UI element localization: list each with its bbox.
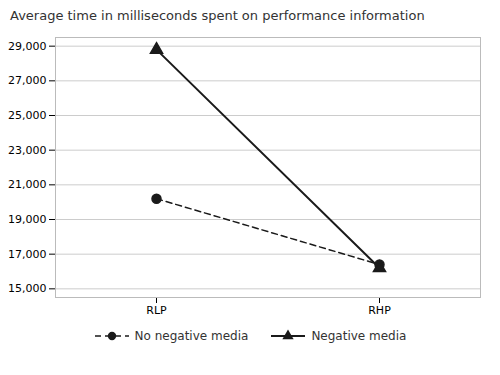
svg-text:RHP: RHP: [368, 304, 391, 317]
svg-text:21,000: 21,000: [8, 178, 47, 191]
html-text:No negative media: No negative media: [134, 329, 249, 343]
svg-text:17,000: 17,000: [8, 248, 47, 261]
svg-text:27,000: 27,000: [8, 74, 47, 87]
svg-text:23,000: 23,000: [8, 144, 47, 157]
svg-text:25,000: 25,000: [8, 109, 47, 122]
html-text:Negative media: Negative media: [311, 329, 407, 343]
html-text:Average time in milliseconds s: Average time in milliseconds spent on pe…: [10, 8, 425, 23]
svg-text:15,000: 15,000: [8, 282, 47, 295]
svg-text:RLP: RLP: [146, 304, 167, 317]
svg-text:19,000: 19,000: [8, 213, 47, 226]
svg-text:29,000: 29,000: [8, 40, 47, 53]
